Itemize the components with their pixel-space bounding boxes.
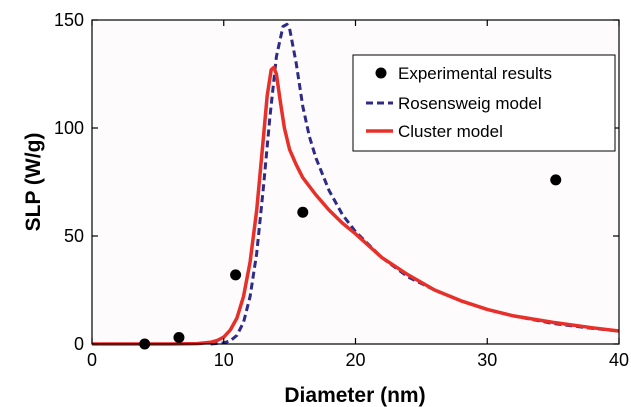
y-tick-label: 100 — [54, 118, 84, 138]
y-tick-label: 150 — [54, 10, 84, 30]
x-tick-label: 20 — [345, 350, 365, 370]
data-point — [230, 269, 242, 281]
legend-label: Experimental results — [398, 64, 552, 83]
series-line-cluster-model — [92, 65, 620, 346]
x-tick-label: 30 — [477, 350, 497, 370]
x-tick-label: 40 — [609, 350, 629, 370]
data-point — [297, 206, 309, 218]
legend-box — [352, 54, 616, 152]
y-axis-title: SLP (W/g) — [22, 133, 45, 232]
data-point — [173, 332, 185, 344]
y-tick-label: 50 — [64, 226, 84, 246]
x-axis-title: Diameter (nm) — [284, 384, 425, 407]
legend: Experimental results Rosensweig model Clus… — [352, 54, 616, 152]
y-tick-label: 0 — [74, 334, 84, 354]
legend-label: Rosensweig model — [398, 94, 542, 113]
legend-swatch — [375, 67, 387, 79]
x-tick-label: 10 — [214, 350, 234, 370]
x-tick-label: 0 — [87, 350, 97, 370]
data-point — [550, 174, 562, 186]
legend-label: Cluster model — [398, 122, 503, 141]
axes-layer: 0 10 20 30 40 0 50 100 150 — [54, 10, 629, 370]
